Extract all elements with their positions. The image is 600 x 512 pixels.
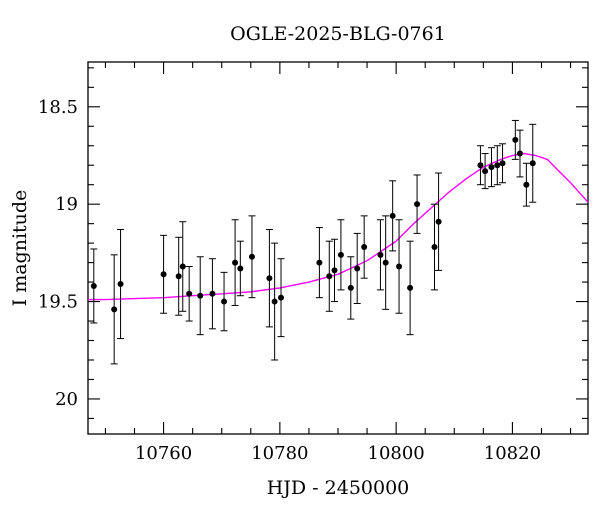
y-tick-label: 18.5 bbox=[38, 97, 78, 118]
data-point-marker bbox=[175, 273, 182, 280]
data-point bbox=[431, 203, 439, 291]
data-point bbox=[529, 123, 537, 203]
chart-title: OGLE-2025-BLG-0761 bbox=[230, 23, 446, 45]
data-point-marker bbox=[90, 282, 97, 289]
data-point-marker bbox=[316, 259, 323, 266]
data-point-marker bbox=[111, 306, 118, 313]
x-tick-label: 10820 bbox=[484, 443, 541, 464]
data-point bbox=[220, 271, 228, 332]
plot-frame bbox=[87, 61, 589, 435]
data-point-marker bbox=[337, 251, 344, 258]
data-point-marker bbox=[186, 290, 193, 297]
data-point bbox=[248, 215, 256, 299]
data-point-marker bbox=[237, 265, 244, 272]
axis-ticks bbox=[88, 62, 588, 434]
x-tick-label: 10800 bbox=[368, 443, 425, 464]
data-point-marker bbox=[516, 150, 523, 157]
data-point bbox=[395, 219, 403, 314]
data-point bbox=[413, 174, 421, 234]
data-point bbox=[175, 236, 183, 316]
data-point bbox=[511, 119, 519, 160]
data-point-marker bbox=[354, 265, 361, 272]
data-point-marker bbox=[347, 284, 354, 291]
data-point bbox=[117, 228, 125, 340]
data-point-marker bbox=[266, 275, 273, 282]
data-point-marker bbox=[331, 267, 338, 274]
y-tick-label: 19 bbox=[55, 194, 78, 215]
data-point-marker bbox=[477, 162, 484, 169]
data-point bbox=[389, 180, 397, 252]
data-point-marker bbox=[271, 298, 278, 305]
data-point-marker bbox=[389, 212, 396, 219]
y-tick-label: 20 bbox=[55, 389, 78, 410]
data-point-marker bbox=[396, 263, 403, 270]
data-point bbox=[179, 221, 187, 312]
data-point-marker bbox=[499, 160, 506, 167]
data-point bbox=[435, 172, 443, 271]
data-point bbox=[476, 145, 484, 186]
model-curve-layer bbox=[88, 152, 589, 301]
data-point-marker bbox=[435, 218, 442, 225]
data-point-marker bbox=[414, 201, 421, 208]
data-point bbox=[208, 258, 216, 330]
data-point bbox=[522, 162, 530, 207]
data-point bbox=[516, 129, 524, 178]
data-point-marker bbox=[326, 273, 333, 280]
data-point-marker bbox=[431, 244, 438, 251]
data-point bbox=[493, 145, 501, 186]
data-point-marker bbox=[512, 136, 519, 143]
data-point bbox=[360, 215, 368, 279]
data-point-marker bbox=[117, 281, 124, 288]
data-point bbox=[277, 258, 285, 338]
data-point bbox=[271, 242, 279, 361]
x-tick-label: 10780 bbox=[251, 443, 308, 464]
data-point bbox=[185, 266, 193, 322]
x-tick-label: 10760 bbox=[135, 443, 192, 464]
data-point-marker bbox=[482, 168, 489, 175]
data-point bbox=[196, 256, 204, 336]
data-point bbox=[315, 227, 323, 299]
data-point-marker bbox=[382, 259, 389, 266]
data-point-marker bbox=[529, 160, 536, 167]
data-point bbox=[481, 153, 489, 190]
data-point bbox=[376, 219, 384, 291]
data-point-marker bbox=[179, 263, 186, 270]
data-point-marker bbox=[488, 164, 495, 171]
x-axis-label: HJD - 2450000 bbox=[267, 477, 410, 499]
data-point-marker bbox=[377, 251, 384, 258]
data-point bbox=[487, 147, 495, 188]
y-tick-label: 19.5 bbox=[38, 292, 78, 313]
data-point-marker bbox=[160, 271, 167, 278]
y-axis-label: I magnitude bbox=[9, 190, 31, 307]
data-point-marker bbox=[221, 298, 228, 305]
data-point bbox=[337, 219, 345, 291]
data-point bbox=[265, 228, 273, 328]
data-point-marker bbox=[209, 290, 216, 297]
data-point-marker bbox=[248, 253, 255, 260]
data-point-marker bbox=[361, 244, 368, 251]
data-point-marker bbox=[494, 162, 501, 169]
data-point bbox=[347, 256, 355, 320]
data-point bbox=[406, 240, 414, 336]
data-point bbox=[325, 240, 333, 312]
data-points-layer bbox=[90, 119, 537, 365]
data-point-marker bbox=[523, 181, 530, 188]
data-point-marker bbox=[232, 259, 239, 266]
data-point-marker bbox=[407, 284, 414, 291]
data-point bbox=[331, 238, 339, 303]
data-point bbox=[382, 215, 390, 310]
data-point bbox=[110, 254, 118, 365]
data-point bbox=[236, 240, 244, 297]
data-point-marker bbox=[197, 292, 204, 299]
data-point bbox=[231, 219, 239, 306]
data-point bbox=[499, 143, 507, 184]
tick-labels: 10760 10780 10800 10820 18.5 19 19.5 20 bbox=[38, 97, 541, 464]
data-point bbox=[353, 232, 361, 305]
data-point bbox=[90, 248, 98, 324]
data-point bbox=[160, 234, 168, 314]
data-point-marker bbox=[278, 294, 285, 301]
model-curve bbox=[88, 152, 589, 301]
